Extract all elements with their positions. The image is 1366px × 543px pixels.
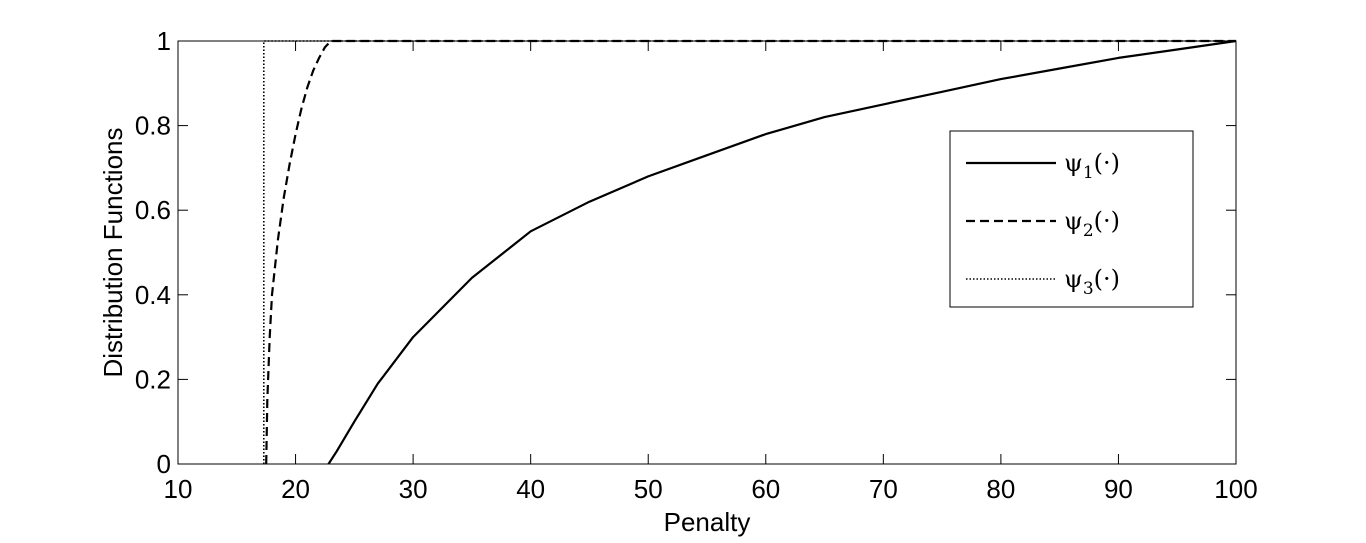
x-axis: 10 20 30 40 50 60 70 80 90 100 <box>164 41 1258 504</box>
y-tick-label: 0.6 <box>135 195 171 225</box>
x-tick-label: 70 <box>869 474 898 504</box>
y-tick-label: 0.4 <box>135 280 171 310</box>
y-tick-label: 0.2 <box>135 364 171 394</box>
x-tick-label: 20 <box>281 474 310 504</box>
series-line-1 <box>327 39 1237 465</box>
legend-label-2: ψ2(·) <box>1064 207 1120 241</box>
x-tick-label: 100 <box>1214 474 1257 504</box>
series-line-3 <box>262 40 1236 464</box>
legend-label-3: ψ3(·) <box>1064 265 1120 299</box>
legend-box <box>949 130 1194 308</box>
x-tick-label: 80 <box>986 474 1015 504</box>
x-axis-title: Penalty <box>664 507 751 537</box>
x-tick-label: 40 <box>516 474 545 504</box>
y-tick-label: 1 <box>157 26 171 56</box>
x-tick-label: 10 <box>164 474 193 504</box>
x-tick-label: 60 <box>751 474 780 504</box>
x-tick-label: 50 <box>634 474 663 504</box>
y-axis: 0 0.2 0.4 0.6 0.8 1 <box>135 26 1236 479</box>
y-tick-label: 0 <box>157 449 171 479</box>
series-line-2 <box>265 39 1236 465</box>
y-axis-title: Distribution Functions <box>98 128 128 378</box>
x-tick-label: 30 <box>399 474 428 504</box>
x-tick-label: 90 <box>1104 474 1133 504</box>
y-tick-label: 0.8 <box>135 111 171 141</box>
legend: ψ1(·) ψ2(·) ψ3(·) <box>949 130 1194 308</box>
series-layer <box>262 39 1237 465</box>
legend-label-1: ψ1(·) <box>1064 149 1120 183</box>
